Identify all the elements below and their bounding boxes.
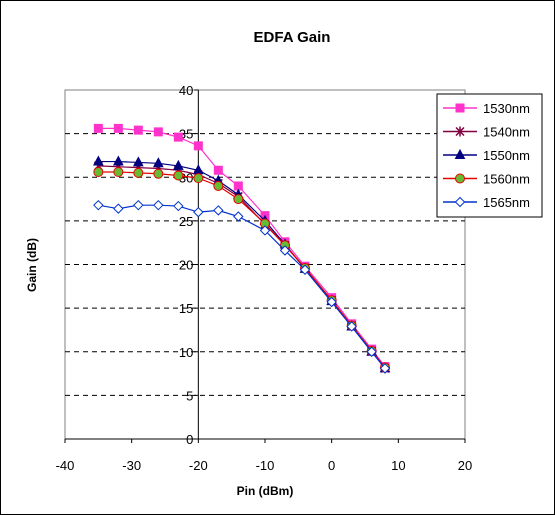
data-point (113, 155, 124, 166)
legend-item: 1565nm (443, 195, 530, 210)
data-point (346, 321, 357, 332)
data-point (113, 123, 123, 133)
data-point (133, 167, 144, 178)
x-tick-label: -10 (256, 458, 275, 473)
data-point (193, 141, 203, 151)
legend-label: 1530nm (483, 101, 530, 116)
data-point (233, 211, 244, 222)
x-tick-label: -40 (56, 458, 75, 473)
data-point (133, 199, 144, 211)
legend-marker (455, 173, 465, 184)
data-point (366, 346, 377, 357)
legend-item: 1560nm (443, 172, 530, 187)
data-point (133, 156, 144, 167)
y-tick-label: 5 (186, 388, 193, 403)
y-tick-label: 40 (179, 83, 193, 98)
data-point (173, 200, 184, 212)
data-point (193, 206, 204, 218)
y-tick-label: 10 (179, 345, 193, 360)
data-point (213, 180, 224, 191)
data-point (153, 127, 163, 137)
legend-item: 1550nm (443, 148, 530, 163)
chart-title: EDFA Gain (254, 29, 331, 46)
data-point (173, 132, 183, 142)
data-point (173, 159, 184, 170)
y-tick-label: 20 (179, 258, 193, 273)
data-point (93, 199, 104, 211)
data-point (259, 225, 271, 236)
series-1565nm (93, 199, 391, 374)
data-point (153, 168, 164, 179)
y-tick-label: 0 (186, 432, 193, 447)
legend-marker (455, 126, 465, 137)
legend-marker (455, 103, 465, 113)
series-group (93, 123, 391, 374)
data-point (193, 173, 204, 184)
legend-label: 1540nm (483, 125, 530, 140)
x-tick-label: -30 (122, 458, 141, 473)
data-point (113, 167, 124, 178)
data-point (93, 123, 103, 133)
x-axis-label: Pin (dBm) (237, 484, 294, 498)
data-point (153, 199, 164, 211)
data-point (299, 264, 311, 275)
data-point (213, 165, 223, 175)
data-point (233, 194, 244, 205)
data-point (326, 296, 337, 308)
x-tick-label: -20 (189, 458, 208, 473)
legend-label: 1565nm (483, 195, 530, 210)
data-point (93, 155, 104, 166)
data-point (213, 205, 224, 216)
legend-marker (454, 196, 466, 208)
x-tick-label: 10 (391, 458, 405, 473)
data-point (379, 363, 391, 374)
y-tick-label: 25 (179, 214, 193, 229)
data-point (113, 203, 124, 214)
legend-marker (454, 148, 466, 159)
data-point (133, 125, 143, 135)
x-tick-label: 20 (458, 458, 472, 473)
y-axis-label: Gain (dB) (25, 238, 39, 292)
legend-label: 1560nm (483, 172, 530, 187)
data-point (93, 167, 104, 178)
legend-label: 1550nm (483, 148, 530, 163)
data-point (153, 157, 164, 168)
legend-item: 1530nm (443, 101, 530, 116)
data-point (173, 170, 184, 181)
y-tick-label: 15 (179, 301, 193, 316)
legend: 1530nm 1540nm 1550nm 1560nm 1565nm (436, 93, 543, 218)
data-point (279, 245, 291, 256)
legend-item: 1540nm (443, 125, 530, 140)
x-tick-label: 0 (328, 458, 335, 473)
